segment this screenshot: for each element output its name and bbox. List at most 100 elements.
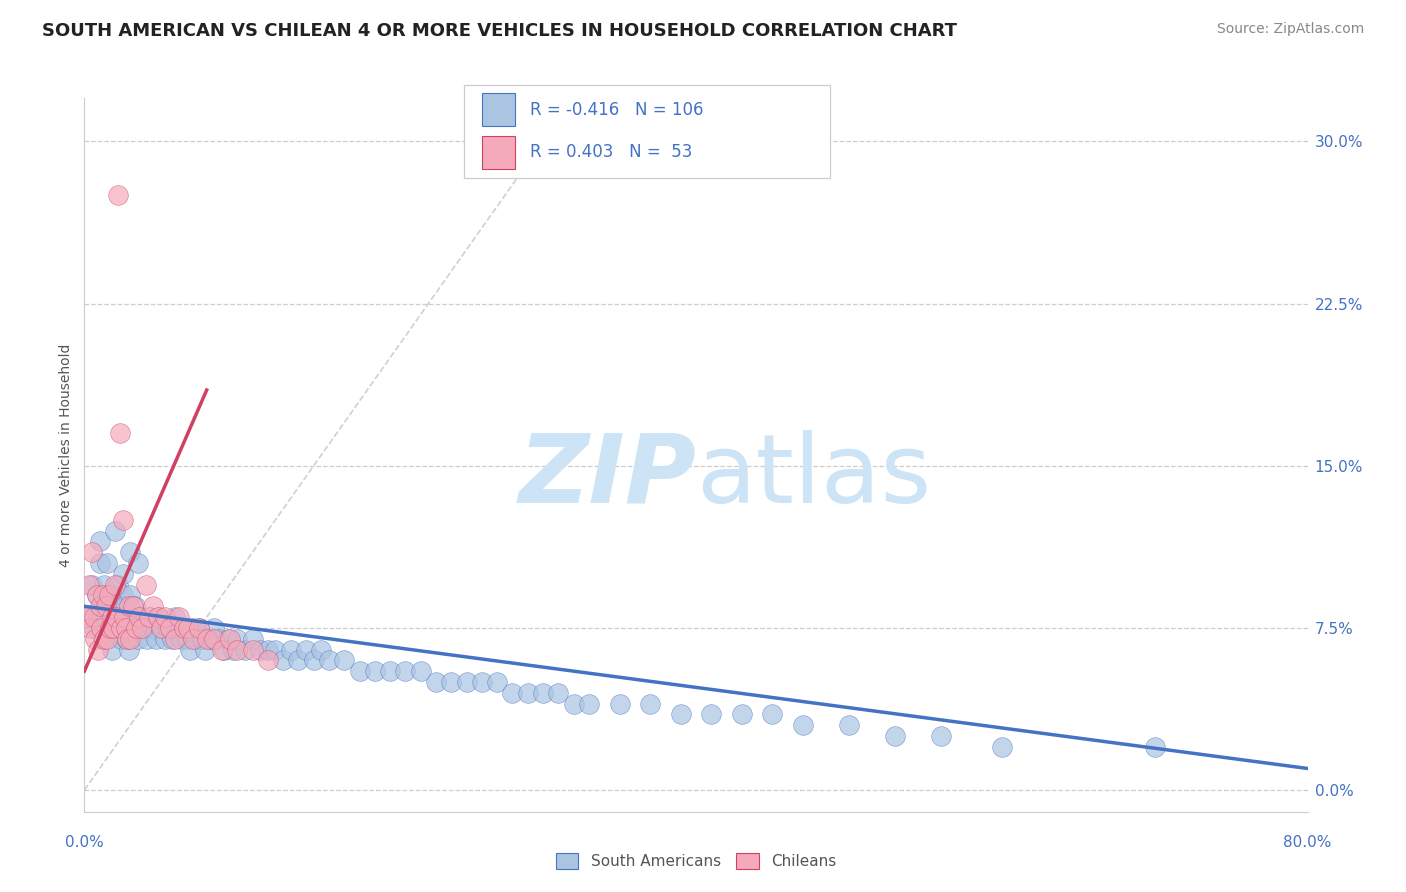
Point [114,621,136,635]
Point [173,621,195,635]
Point [80,577,103,591]
Point [91,632,114,646]
Point [90,599,112,614]
Point [211,642,233,657]
Point [135,577,157,591]
Point [155,610,177,624]
Point [547,686,569,700]
Point [669,707,692,722]
Point [242,632,264,646]
Point [160,632,183,646]
Point [440,675,463,690]
Point [264,642,287,657]
Point [80,545,103,559]
Point [96,632,118,646]
Point [188,621,211,635]
Point [128,610,150,624]
Point [127,556,149,570]
Point [107,188,129,202]
Point [212,642,235,657]
Point [562,697,585,711]
Point [115,632,138,646]
Point [486,675,509,690]
Point [578,697,600,711]
Point [163,610,186,624]
Point [111,513,134,527]
Point [929,729,952,743]
Point [132,621,155,635]
Point [181,632,204,646]
Point [242,642,264,657]
Point [105,621,128,635]
Text: R = -0.416   N = 106: R = -0.416 N = 106 [530,101,703,119]
Point [221,642,243,657]
Point [318,653,340,667]
Point [142,621,165,635]
Point [86,589,108,603]
Point [226,642,249,657]
FancyBboxPatch shape [482,93,515,126]
Point [91,589,114,603]
Point [202,621,225,635]
Point [217,632,239,646]
Point [110,632,132,646]
Point [118,642,141,657]
Text: 80.0%: 80.0% [1284,836,1331,850]
Point [122,621,145,635]
Point [108,426,131,441]
Point [271,653,294,667]
Point [129,610,152,624]
Point [233,642,256,657]
Point [638,697,661,711]
Point [107,577,129,591]
Point [115,610,138,624]
Point [96,556,118,570]
Point [295,642,318,657]
Point [111,589,134,603]
Point [124,599,146,614]
Point [94,599,117,614]
Point [471,675,494,690]
Point [79,621,101,635]
Point [157,621,180,635]
Text: 0.0%: 0.0% [65,836,104,850]
Point [121,610,143,624]
Point [93,632,115,646]
Text: Source: ZipAtlas.com: Source: ZipAtlas.com [1216,22,1364,37]
Point [838,718,860,732]
Point [349,664,371,678]
Point [111,566,134,581]
Point [131,621,153,635]
Point [394,664,416,678]
Point [105,610,128,624]
Point [167,610,190,624]
Text: R = 0.403   N =  53: R = 0.403 N = 53 [530,143,692,161]
Point [311,642,333,657]
Point [89,534,111,549]
Point [112,610,135,624]
Point [120,589,142,603]
Point [120,545,142,559]
Point [176,632,198,646]
Point [114,632,136,646]
Point [249,642,271,657]
FancyBboxPatch shape [482,136,515,169]
Point [118,599,141,614]
Point [101,642,124,657]
Point [731,707,754,722]
Point [122,599,145,614]
Point [208,632,231,646]
Point [97,589,120,603]
Point [218,632,240,646]
Point [120,632,142,646]
Point [83,621,105,635]
Point [108,610,131,624]
Point [104,610,127,624]
Point [191,632,214,646]
Text: ZIP: ZIP [517,430,696,523]
Point [87,642,110,657]
Point [177,621,200,635]
Y-axis label: 4 or more Vehicles in Household: 4 or more Vehicles in Household [59,343,73,566]
Point [138,610,160,624]
Point [110,621,132,635]
